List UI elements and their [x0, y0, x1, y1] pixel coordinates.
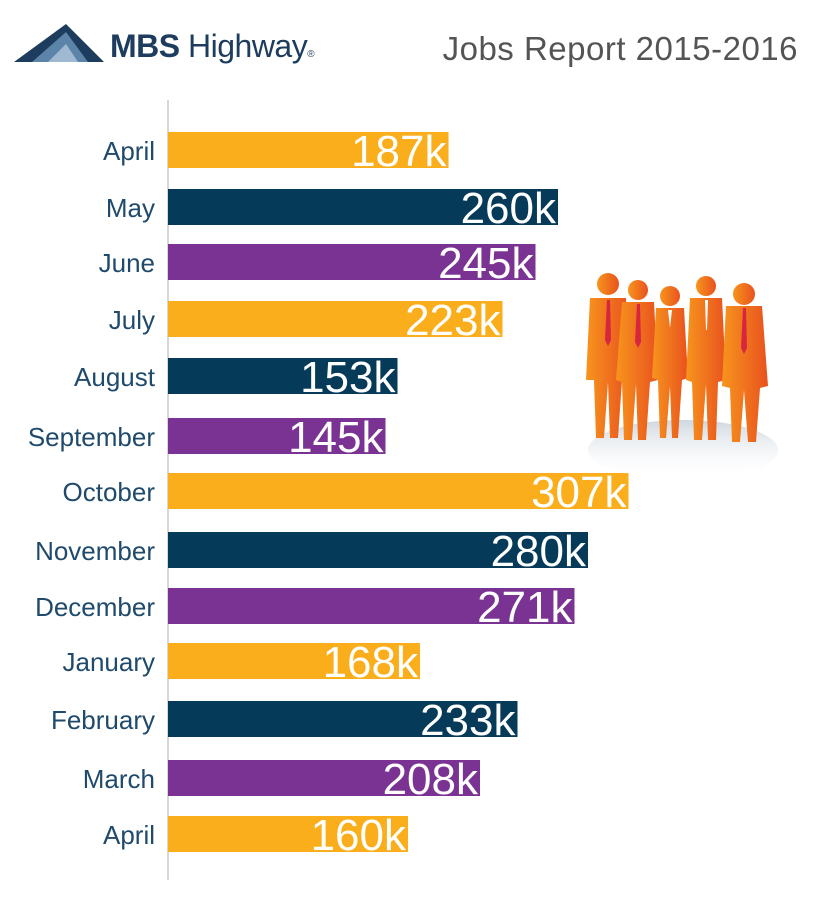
bar — [168, 701, 518, 737]
category-label: April — [103, 136, 155, 166]
category-label: April — [103, 820, 155, 850]
logo-wordmark: MBS Highway® — [110, 28, 315, 65]
bar — [168, 244, 536, 280]
bar — [168, 473, 629, 509]
bar-value-label: 245k — [438, 239, 534, 288]
bar — [168, 760, 480, 796]
business-people-group-icon — [586, 273, 778, 480]
logo-light-text: Highway — [188, 28, 308, 64]
category-label: February — [51, 705, 155, 735]
bar-value-label: 223k — [405, 296, 501, 345]
bar-value-label: 260k — [461, 184, 557, 233]
bar — [168, 532, 588, 568]
header: MBS Highway® Jobs Report 2015-2016 — [0, 0, 826, 90]
category-label: May — [106, 193, 155, 223]
category-label: September — [28, 422, 156, 452]
bar-value-label: 208k — [383, 755, 479, 804]
bar — [168, 358, 398, 394]
category-label: March — [83, 764, 155, 794]
category-label: August — [74, 362, 156, 392]
bar — [168, 588, 575, 624]
report-title: Jobs Report 2015-2016 — [442, 30, 798, 67]
bar — [168, 418, 386, 454]
category-label: December — [35, 592, 155, 622]
logo-registered-mark: ® — [307, 49, 315, 60]
bar-value-label: 145k — [288, 413, 384, 462]
bar — [168, 643, 420, 679]
bar-value-label: 187k — [351, 127, 447, 176]
bar-value-label: 160k — [311, 811, 407, 860]
category-label: January — [63, 647, 156, 677]
bar — [168, 301, 503, 337]
logo-bold-text: MBS — [110, 28, 180, 64]
bar-value-label: 271k — [477, 583, 573, 632]
category-label: October — [63, 477, 156, 507]
bars-layer: April 187k May 260k June 245k July 223k August 15… — [28, 127, 629, 860]
bar — [168, 816, 408, 852]
mbs-highway-logo: MBS Highway® — [14, 22, 324, 78]
bar-value-label: 233k — [420, 696, 516, 745]
category-label: June — [99, 248, 155, 278]
bar-value-label: 168k — [323, 638, 419, 687]
bar-value-label: 307k — [531, 468, 627, 517]
bar — [168, 132, 449, 168]
category-label: July — [109, 305, 155, 335]
bar-value-label: 280k — [491, 527, 587, 576]
category-label: November — [35, 536, 155, 566]
bar — [168, 189, 558, 225]
logo-mountain-icon — [14, 24, 104, 62]
bar-value-label: 153k — [300, 353, 396, 402]
